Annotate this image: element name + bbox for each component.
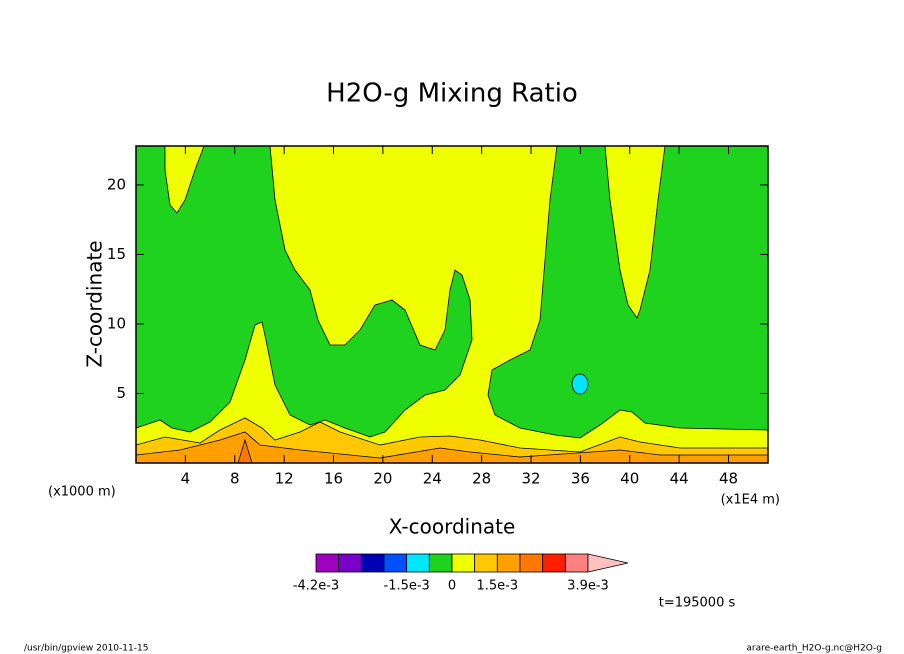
colorbar-box [451,553,476,573]
plot-frame [135,145,769,464]
colorbar-box [564,553,589,573]
x-tick-label: 32 [521,470,540,488]
x-units-label: (x1E4 m) [721,493,780,508]
y-tick-label: 5 [116,384,126,402]
colorbar-box [315,553,340,573]
contour-region [136,431,768,463]
contour-region [136,146,473,438]
y-axis-label: Z-coordinate [83,240,107,367]
colorbar-box [519,553,544,573]
contour-region [487,146,768,439]
x-tick-label: 36 [571,470,590,488]
colorbar-label: 0 [448,579,456,594]
x-tick-label: 24 [423,470,442,488]
x-axis-label: X-coordinate [389,515,516,539]
colorbar-label: -1.5e-3 [384,579,430,594]
colorbar-box [360,553,385,573]
contour-region [571,373,589,395]
x-tick-label: 44 [670,470,689,488]
contour-region [237,438,253,463]
x-tick-label: 8 [230,470,240,488]
colorbar-box [542,553,566,573]
colorbar-label: 1.5e-3 [477,579,519,594]
footer-right: arare-earth_H2O-g.nc@H2O-g [746,644,882,654]
time-label: t=195000 s [659,596,736,611]
colorbar-label: 3.9e-3 [567,579,609,594]
colorbar-label: -4.2e-3 [293,579,339,594]
x-tick-label: 20 [373,470,392,488]
colorbar-box [428,553,453,573]
x-tick-label: 28 [472,470,491,488]
y-tick-label: 15 [107,245,126,263]
y-tick-label: 20 [107,175,126,193]
y-tick-label: 10 [107,314,126,332]
colorbar-box [338,553,362,573]
x-tick-label: 40 [620,470,639,488]
colorbar-box [474,553,498,573]
chart-title: H2O-g Mixing Ratio [326,79,578,109]
colorbar-box [406,553,430,573]
x-tick-label: 4 [181,470,191,488]
x-tick-label: 12 [275,470,294,488]
footer-left: /usr/bin/gpview 2010-11-15 [24,644,148,654]
colorbar-box [383,553,408,573]
x-tick-label: 16 [324,470,343,488]
x-tick-label: 48 [719,470,738,488]
colorbar-arrow [587,553,629,573]
colorbar-box [496,553,521,573]
x-units-label: (x1000 m) [48,485,116,500]
contour-field [136,146,768,463]
